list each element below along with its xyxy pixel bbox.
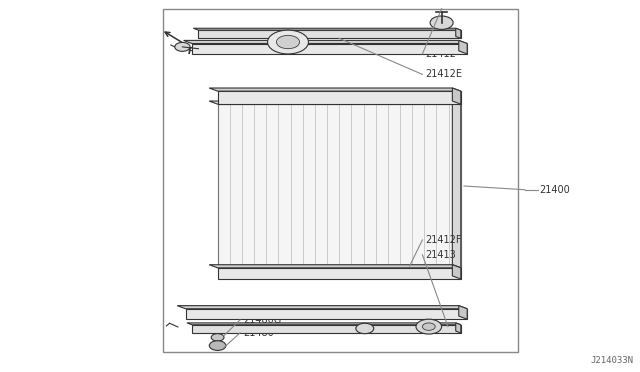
Polygon shape [193,28,461,30]
Polygon shape [186,309,467,319]
Text: 21480: 21480 [243,328,274,338]
Polygon shape [187,323,461,325]
Text: 21480G: 21480G [243,315,282,325]
Circle shape [175,42,190,51]
Polygon shape [192,44,467,54]
Circle shape [356,323,374,334]
Polygon shape [218,268,461,279]
Text: J214033N: J214033N [591,356,634,365]
Text: 21413: 21413 [426,250,456,260]
Polygon shape [452,265,461,279]
Circle shape [268,30,308,54]
Text: 21412F: 21412F [426,235,462,245]
Polygon shape [456,28,461,38]
Circle shape [430,16,453,29]
Polygon shape [209,265,461,268]
Circle shape [422,323,435,330]
Polygon shape [209,88,461,91]
Polygon shape [452,88,461,104]
Circle shape [416,319,442,334]
Polygon shape [459,306,467,319]
Polygon shape [177,306,467,309]
Polygon shape [218,104,461,268]
Polygon shape [198,30,461,38]
Bar [163,9,518,352]
Polygon shape [452,101,461,268]
Polygon shape [459,41,467,54]
Polygon shape [209,101,461,104]
Polygon shape [456,323,461,333]
Text: 21412: 21412 [426,49,456,59]
Circle shape [209,341,226,350]
Polygon shape [218,91,461,104]
Text: 21400: 21400 [540,185,570,195]
Text: FRONT: FRONT [188,46,222,55]
Polygon shape [184,41,467,44]
Text: 21412E: 21412E [426,70,463,79]
Polygon shape [192,325,461,333]
Circle shape [211,334,224,341]
Circle shape [276,35,300,49]
